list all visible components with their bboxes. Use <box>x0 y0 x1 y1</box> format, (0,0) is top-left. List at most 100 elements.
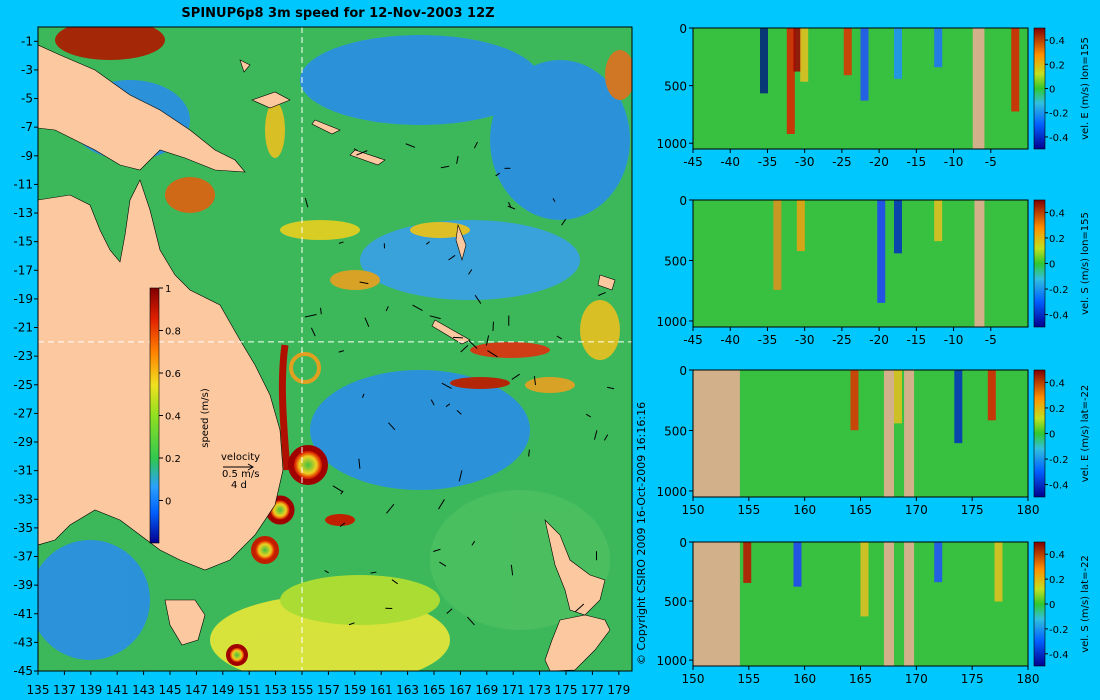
map-panel: 135 137 139 141 143 145 147 149 151 153 155 157 159 1… <box>13 26 648 697</box>
velocity-arrow <box>320 307 322 315</box>
section-y-tick-label: 0 <box>679 194 687 208</box>
lat-tick-label: -37 <box>13 550 33 564</box>
section-colorbar-tick-label: 0.4 <box>1049 550 1065 561</box>
lon-tick-label: 141 <box>106 683 129 697</box>
lat-tick-label: -35 <box>13 521 33 535</box>
velocity-streak <box>994 542 1003 602</box>
section-colorbar <box>1033 369 1046 498</box>
section-panel: 150 155 160 165 170 175 180 0 500 1000 0.4 0.2 0 -0.2… <box>656 364 1091 517</box>
velocity-arrow <box>304 314 317 318</box>
velocity-arrow <box>430 399 435 406</box>
velocity-streak <box>987 370 996 421</box>
velocity-arrow <box>533 375 537 386</box>
land-mask <box>904 370 915 497</box>
section-x-tick-label: -5 <box>985 155 997 169</box>
section-x-tick-label: 155 <box>737 672 760 686</box>
land-mask <box>883 370 894 497</box>
tasmania <box>164 599 206 646</box>
lat-tick-label: -19 <box>13 292 33 306</box>
lon-tick-label: 157 <box>317 683 340 697</box>
section-x-tick-label: -20 <box>869 155 889 169</box>
section-colorbar-tick-label: 0.4 <box>1049 378 1065 389</box>
section-x-tick-label: -20 <box>869 333 889 347</box>
section-colorbar-tick-label: 0 <box>1049 430 1055 441</box>
velocity-streak <box>934 542 943 583</box>
velocity-arrow <box>361 393 365 398</box>
velocity-streak <box>894 28 902 79</box>
section-x-tick-label: 180 <box>1017 503 1040 517</box>
fiji <box>597 274 616 291</box>
velocity-arrow <box>356 150 368 156</box>
section-x-tick-label: -5 <box>985 333 997 347</box>
section-panel: -45 -40 -35 -30 -25 -20 -15 -10 -5 0 500 1000 0.4 0.2… <box>656 22 1091 169</box>
lat-tick-label: -13 <box>13 206 33 220</box>
speed-colorbar-tick-label: 0.8 <box>165 327 181 338</box>
velocity-arrow <box>510 564 514 576</box>
section-colorbar-tick-label: -0.4 <box>1049 133 1069 144</box>
lon-tick-label: 161 <box>370 683 393 697</box>
section-y-tick-label: 500 <box>664 424 687 438</box>
velocity-streak <box>934 200 943 242</box>
velocity-streak <box>786 28 795 134</box>
lat-tick-label: -21 <box>13 321 33 335</box>
velocity-arrow <box>456 155 459 164</box>
velocity-arrow <box>359 281 369 285</box>
section-colorbar-tick-label: 0 <box>1049 260 1055 271</box>
section-x-tick-label: -40 <box>720 333 740 347</box>
velocity-arrow <box>487 350 498 358</box>
lat-tick-label: -29 <box>13 435 33 449</box>
speed-colorbar-tick-label: 0.4 <box>165 412 181 423</box>
lat-tick-label: -43 <box>13 635 33 649</box>
velocity-arrow <box>433 548 441 552</box>
velocity-arrow <box>391 579 399 585</box>
section-x-tick-label: 160 <box>793 672 816 686</box>
section-x-tick-label: 150 <box>682 672 705 686</box>
section-y-tick-label: 1000 <box>656 137 687 151</box>
velocity-arrow <box>310 327 316 337</box>
speed-colorbar-tick-label: 0.2 <box>165 454 181 465</box>
section-x-tick-label: -30 <box>795 155 815 169</box>
velocity-legend: velocity 0.5 m/s 4 d <box>221 452 260 491</box>
velocity-arrow <box>452 336 464 339</box>
section-colorbar-tick-label: 0.2 <box>1049 234 1065 245</box>
section-colorbar <box>1033 27 1046 150</box>
arrow-head-icon <box>247 463 254 471</box>
section-colorbar-tick-label: 0.4 <box>1049 208 1065 219</box>
velocity-streak <box>850 370 859 431</box>
lon-tick-label: 179 <box>607 683 630 697</box>
lon-tick-label: 159 <box>343 683 366 697</box>
speed-colorbar: 1 0.8 0.6 0.4 0.2 0 speed (m/s) <box>149 284 211 544</box>
section-x-tick-label: 175 <box>961 503 984 517</box>
section-colorbar-tick-label: -0.2 <box>1049 109 1069 120</box>
lat-tick-label: -27 <box>13 406 33 420</box>
velocity-streak <box>743 542 752 583</box>
velocity-arrow <box>528 449 530 457</box>
section-y-tick-label: 0 <box>679 536 687 550</box>
velocity-arrow <box>332 485 344 493</box>
land <box>38 44 616 671</box>
lat-tick-label: -31 <box>13 464 33 478</box>
lon-tick-label: 169 <box>475 683 498 697</box>
velocity-arrow <box>495 172 500 177</box>
velocity-arrows <box>304 141 615 626</box>
velocity-streak <box>773 200 782 290</box>
section-colorbar-tick-label: -0.4 <box>1049 650 1069 661</box>
section-x-tick-label: -45 <box>683 155 703 169</box>
velocity-arrow <box>594 430 598 440</box>
velocity-arrow <box>348 622 355 626</box>
velocity-legend-scale: 0.5 m/s <box>222 469 259 480</box>
velocity-arrow <box>511 373 520 380</box>
velocity-arrow <box>405 143 416 148</box>
speed-colorbar-ramp <box>149 287 160 544</box>
section-x-tick-label: 170 <box>905 503 928 517</box>
velocity-arrow <box>474 294 482 304</box>
velocity-arrow <box>508 202 512 208</box>
new-zealand-south <box>544 614 611 671</box>
section-y-tick-label: 500 <box>664 254 687 268</box>
section-x-tick-label: 180 <box>1017 672 1040 686</box>
velocity-streak <box>860 28 869 101</box>
speed-colorbar-ticks: 1 0.8 0.6 0.4 0.2 0 <box>159 284 181 508</box>
copyright-text: © Copyright CSIRO 2009 16-Oct-2009 16:16… <box>635 402 648 665</box>
velocity-arrow <box>339 522 346 528</box>
